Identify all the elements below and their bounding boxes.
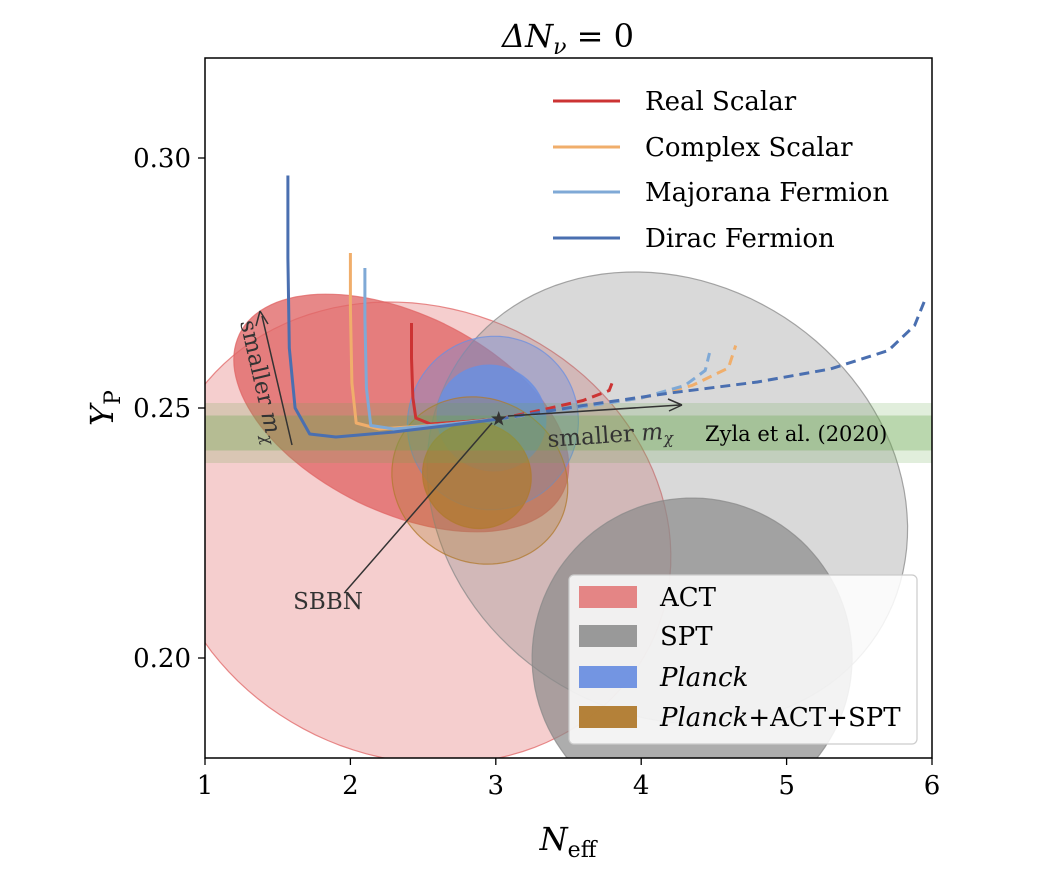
legend-label-complex-scalar: Complex Scalar <box>645 133 853 163</box>
sbbn-label: SBBN <box>293 589 363 615</box>
legend-patch-planck-act-spt <box>579 706 637 728</box>
legend-patch-spt <box>579 625 637 647</box>
ticks: 1 2 3 4 5 6 0.20 0.25 0.30 <box>133 144 940 801</box>
series-lines <box>286 175 927 439</box>
x-tick-label: 6 <box>924 771 941 801</box>
legend-label-act: ACT <box>659 583 717 613</box>
x-tick-label: 1 <box>197 771 214 801</box>
left-arrow-line <box>261 315 293 446</box>
y-tick-label: 0.30 <box>133 144 191 174</box>
y-axis-label: YP <box>83 390 126 426</box>
x-tick-label: 5 <box>778 771 795 801</box>
contour-legend-box <box>568 574 918 745</box>
sbbn-arrow-line <box>344 422 493 593</box>
x-axis-label: Neff <box>539 820 598 863</box>
legend-label-dirac-fermion: Dirac Fermion <box>645 224 835 254</box>
legend-patch-act <box>579 586 637 608</box>
chart-title: ΔNν = 0 <box>500 17 634 60</box>
band-label: Zyla et al. (2020) <box>705 422 887 446</box>
legend-label-planck: Planck <box>659 663 748 693</box>
legend-label-planck-act-spt: Planck+ACT+SPT <box>659 703 901 733</box>
legend-label-real-scalar: Real Scalar <box>645 87 797 117</box>
right-arrow-head <box>667 398 683 412</box>
legend-patch-planck <box>579 666 637 688</box>
plot-area <box>205 175 932 758</box>
contour-planck-act-spt-level-2 <box>422 421 532 530</box>
x-tick-label: 3 <box>488 771 505 801</box>
right-arrow-line <box>507 404 681 417</box>
series-dirac-fermion-dashed <box>498 299 927 421</box>
series-majorana-fermion-dashed <box>498 352 711 421</box>
sbbn-star <box>491 411 507 426</box>
x-tick-label: 4 <box>633 771 650 801</box>
left-arrow-head <box>255 310 269 327</box>
x-tick-label: 2 <box>342 771 359 801</box>
legend-label-combo-rest: +ACT+SPT <box>748 703 901 733</box>
series-dirac-fermion-solid <box>286 175 499 439</box>
line-legend: Real Scalar Complex Scalar Majorana Ferm… <box>553 87 889 254</box>
contour-legend: ACT SPT Planck Planck+ACT+SPT <box>568 574 918 745</box>
y-tick-label: 0.25 <box>133 394 191 424</box>
series-real-scalar-dashed <box>498 378 616 421</box>
contours <box>205 271 909 758</box>
zyla-band <box>205 403 932 463</box>
series-complex-scalar-dashed <box>498 345 738 421</box>
y-tick-label: 0.20 <box>133 644 191 674</box>
legend-label-majorana-fermion: Majorana Fermion <box>645 178 889 208</box>
legend-label-spt: SPT <box>660 622 713 652</box>
band-outer <box>205 403 932 463</box>
band-inner <box>205 415 932 451</box>
